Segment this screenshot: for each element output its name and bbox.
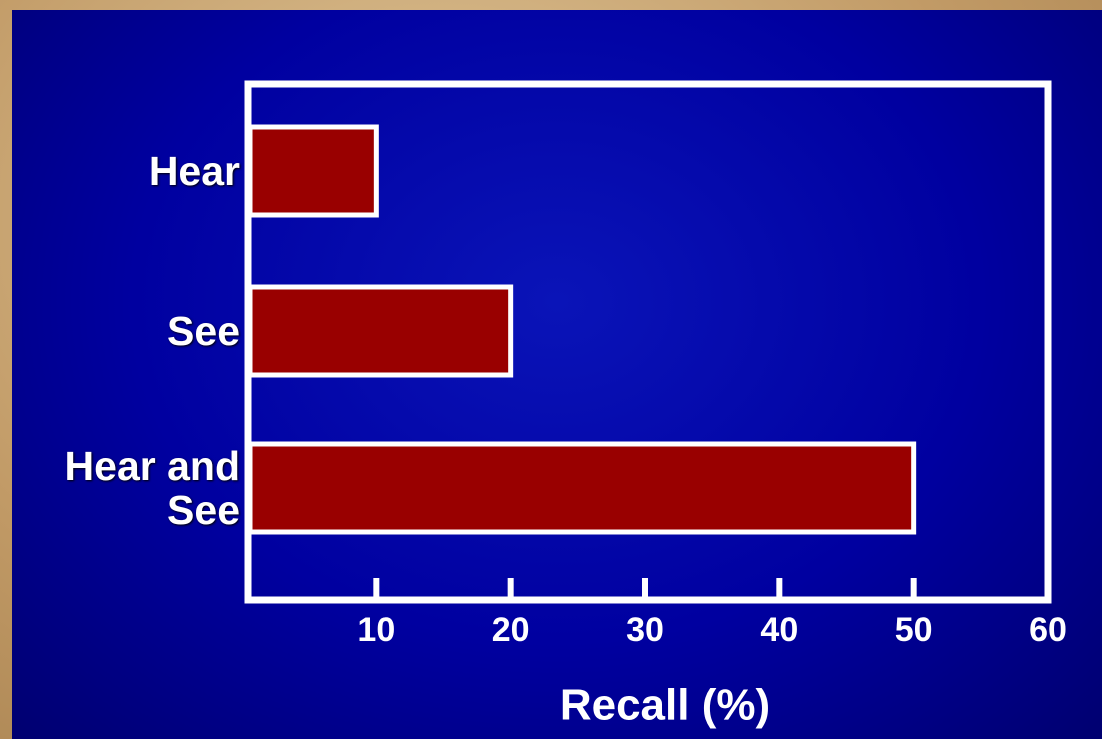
bar [247,284,514,378]
panel [12,10,1102,739]
x-tick-label: 50 [895,611,933,649]
x-tick-label: 10 [357,611,395,649]
x-tick-label: 60 [1029,611,1067,649]
x-tick-label: 30 [626,611,664,649]
x-axis-label: Recall (%) [560,681,770,730]
y-tick-label: Hear [148,148,240,194]
bar [247,124,379,218]
x-tick-label: 20 [492,611,530,649]
y-tick-label: Hear and See [64,443,240,533]
x-tick-label: 40 [760,611,798,649]
bar [247,441,917,535]
y-tick-label: See [167,308,240,354]
